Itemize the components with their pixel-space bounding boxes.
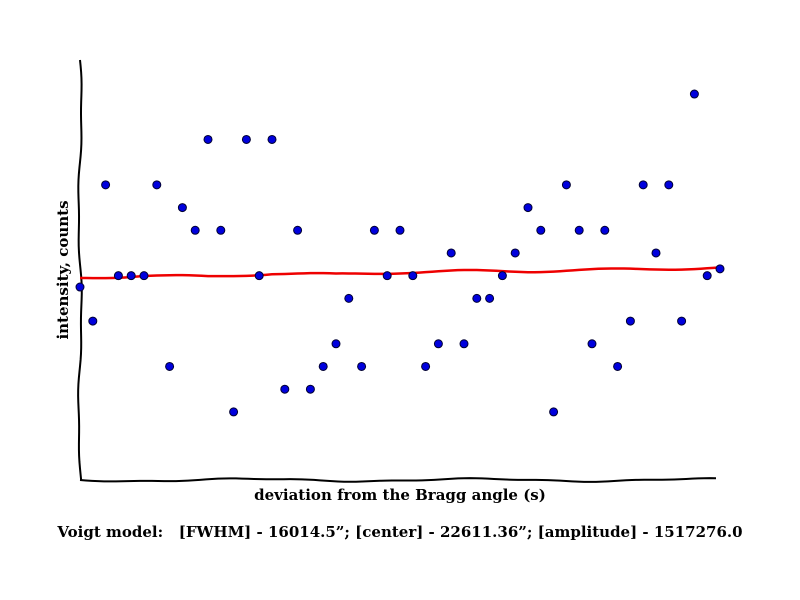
data-point	[523, 203, 533, 213]
data-point	[344, 293, 354, 303]
data-point	[254, 271, 264, 281]
data-point	[126, 271, 136, 281]
data-point	[485, 293, 495, 303]
data-point	[497, 271, 507, 281]
data-point	[549, 407, 559, 417]
voigt-fit-line	[79, 266, 721, 280]
data-point	[152, 180, 162, 190]
data-point	[203, 134, 213, 144]
data-point	[241, 134, 251, 144]
data-point	[113, 271, 123, 281]
data-point	[613, 361, 623, 371]
data-point	[369, 225, 379, 235]
data-point	[331, 339, 341, 349]
data-point	[88, 316, 98, 326]
data-point	[472, 293, 482, 303]
data-point	[433, 339, 443, 349]
data-point	[267, 134, 277, 144]
data-point	[651, 248, 661, 258]
data-point	[190, 225, 200, 235]
data-point	[536, 225, 546, 235]
data-point	[101, 180, 111, 190]
data-point	[216, 225, 226, 235]
data-point	[446, 248, 456, 258]
fit-curve-layer	[79, 266, 721, 280]
data-point	[561, 180, 571, 190]
model-caption: Voigt model: [FWHM] - 16014.5”; [center]…	[57, 523, 743, 541]
data-point	[664, 180, 674, 190]
data-point	[587, 339, 597, 349]
data-point	[574, 225, 584, 235]
data-point	[625, 316, 635, 326]
axes	[77, 59, 717, 483]
y-axis-line	[77, 59, 83, 481]
data-point	[600, 225, 610, 235]
data-point	[715, 264, 725, 274]
y-axis-label: intensity, counts	[54, 200, 72, 339]
x-axis-line	[79, 477, 717, 483]
data-point	[139, 271, 149, 281]
data-point	[677, 316, 687, 326]
data-point	[408, 271, 418, 281]
data-point	[177, 203, 187, 213]
data-point	[689, 89, 699, 99]
data-point	[75, 282, 85, 292]
data-point	[702, 271, 712, 281]
data-point	[305, 384, 315, 394]
data-point	[638, 180, 648, 190]
data-point	[280, 384, 290, 394]
data-point	[357, 361, 367, 371]
data-point	[459, 339, 469, 349]
data-point	[229, 407, 239, 417]
data-points-layer	[75, 89, 725, 417]
x-axis-label: deviation from the Bragg angle (s)	[254, 486, 546, 504]
data-point	[165, 361, 175, 371]
data-point	[395, 225, 405, 235]
data-point	[318, 361, 328, 371]
data-point	[382, 271, 392, 281]
data-point	[510, 248, 520, 258]
data-point	[421, 361, 431, 371]
data-point	[293, 225, 303, 235]
